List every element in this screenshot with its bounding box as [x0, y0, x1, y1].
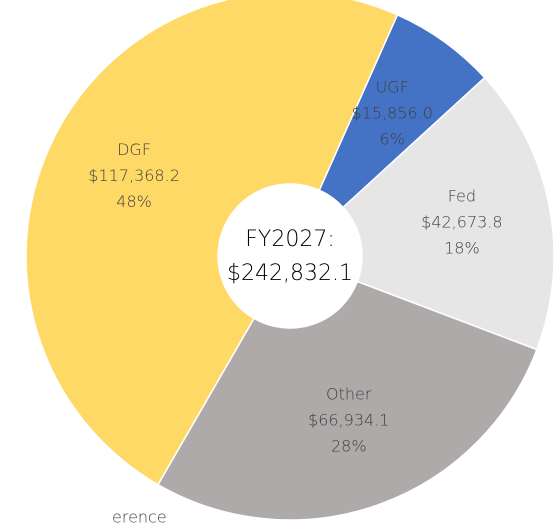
slice-value: $117,368.2	[88, 166, 180, 185]
slice-percent: 28%	[331, 436, 367, 455]
donut-slice	[156, 280, 538, 521]
slice-category: DGF	[117, 140, 151, 159]
slice-percent: 18%	[444, 239, 480, 258]
center-title: FY2027:	[245, 227, 335, 252]
slice-value: $15,856.0	[352, 103, 433, 122]
slice-percent: 6%	[380, 129, 405, 148]
donut-slice	[25, 0, 399, 486]
slice-category: Fed	[448, 187, 476, 206]
slice-category: Other	[326, 384, 372, 403]
donut-slice	[342, 76, 555, 351]
annotation: erence	[112, 508, 167, 527]
slice-category: UGF	[376, 77, 409, 96]
center-total: $242,832.1	[227, 261, 353, 286]
slice-value: $66,934.1	[308, 410, 389, 429]
slice-value: $42,673.8	[421, 213, 502, 232]
slice-percent: 48%	[116, 192, 152, 211]
